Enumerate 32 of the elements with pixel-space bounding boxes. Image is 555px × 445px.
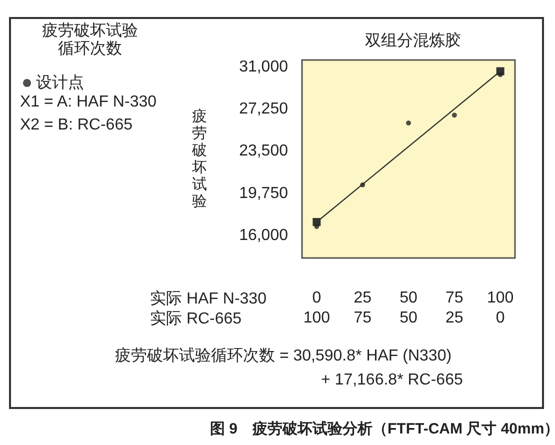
point [406,120,411,126]
x2-axis-title: 实际 RC-665 [150,310,242,328]
y-axis-title: 疲劳破坏试验 [191,108,207,210]
y-tick-label: 23,500 [239,142,288,160]
legend-label: 设计点 [36,74,84,92]
point [452,112,457,118]
point [314,224,320,229]
text: 疲劳破坏试验循环次数 = 30,590.8* HAF (N330) [115,346,452,364]
x2-tick-label: 75 [354,310,372,326]
x-tick-label: 0 [312,290,322,306]
y-tick-label: 27,250 [239,100,288,118]
caption: 图 9 疲劳破坏试验分析（FTFT-CAM 尺寸 40mm） [210,420,555,438]
text: X2 = B: RC-665 [20,116,133,134]
chart-title: 双组分混炼胶 [365,32,461,50]
y-tick-label: 31,000 [239,58,288,76]
x-tick-label: 75 [446,290,464,306]
x-tick-label: 25 [354,290,372,306]
text: + 17,166.8* RC-665 [321,372,463,388]
text: X1 = A: HAF N-330 [20,94,157,110]
y-tick-label: 19,750 [239,184,288,202]
x-tick-label: 100 [486,290,514,306]
x-tick-label: 50 [400,290,418,306]
x2-tick-label: 0 [496,310,505,326]
point [498,72,503,78]
x-axis-title: 实际 HAF N-330 [150,290,267,308]
x2-tick-label: 25 [446,310,464,326]
text: 疲劳破坏试验 [42,22,138,40]
x2-tick-label: 100 [303,310,330,326]
y-tick-label: 16,000 [239,227,288,244]
point [360,182,366,188]
text: 循环次数 [58,40,122,58]
x2-tick-label: 50 [400,310,418,326]
